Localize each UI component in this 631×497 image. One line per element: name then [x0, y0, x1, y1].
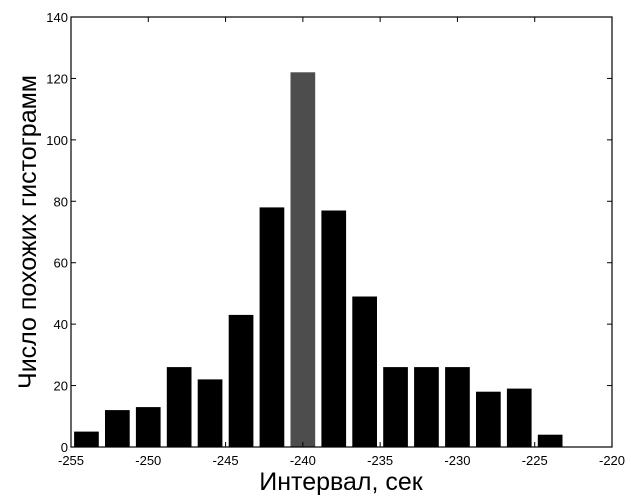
bar	[476, 391, 501, 447]
x-axis-ticks: -255 -250 -245 -240 -235 -230 -225 -220	[58, 17, 625, 468]
x-tick-label: -225	[522, 453, 548, 468]
bar	[321, 210, 347, 447]
bar	[166, 367, 192, 447]
bar	[445, 367, 470, 447]
x-tick-label: -245	[213, 453, 239, 468]
bar	[290, 72, 316, 448]
bar	[135, 407, 161, 447]
x-tick-label: -230	[444, 453, 470, 468]
x-tick-label: -255	[58, 453, 84, 468]
bar	[228, 314, 254, 447]
x-tick-label: -220	[599, 453, 625, 468]
bar	[74, 431, 99, 447]
x-axis-title: Интервал, сек	[259, 468, 424, 496]
y-tick-label: 100	[46, 133, 68, 148]
plot-frame	[70, 16, 613, 448]
y-axis-title: Число похожих гистограмм	[14, 75, 42, 389]
y-axis-ticks: 0 20 40 60 80 100 120 140	[46, 10, 612, 455]
bar	[537, 434, 563, 447]
y-tick-label: 40	[54, 317, 68, 332]
y-tick-label: 120	[46, 71, 68, 86]
bar	[197, 379, 223, 447]
bar	[383, 367, 408, 447]
bar	[414, 367, 439, 447]
y-tick-label: 60	[54, 256, 68, 271]
bar	[259, 207, 285, 447]
y-tick-label: 0	[61, 440, 68, 455]
bar	[506, 388, 532, 447]
x-tick-label: -250	[135, 453, 161, 468]
bars-group	[74, 72, 563, 448]
y-tick-label: 140	[46, 10, 68, 25]
y-tick-label: 80	[54, 194, 68, 209]
x-tick-label: -235	[367, 453, 393, 468]
bar	[105, 410, 130, 447]
x-tick-label: -240	[290, 453, 316, 468]
y-tick-label: 20	[54, 379, 68, 394]
bar	[352, 296, 377, 447]
